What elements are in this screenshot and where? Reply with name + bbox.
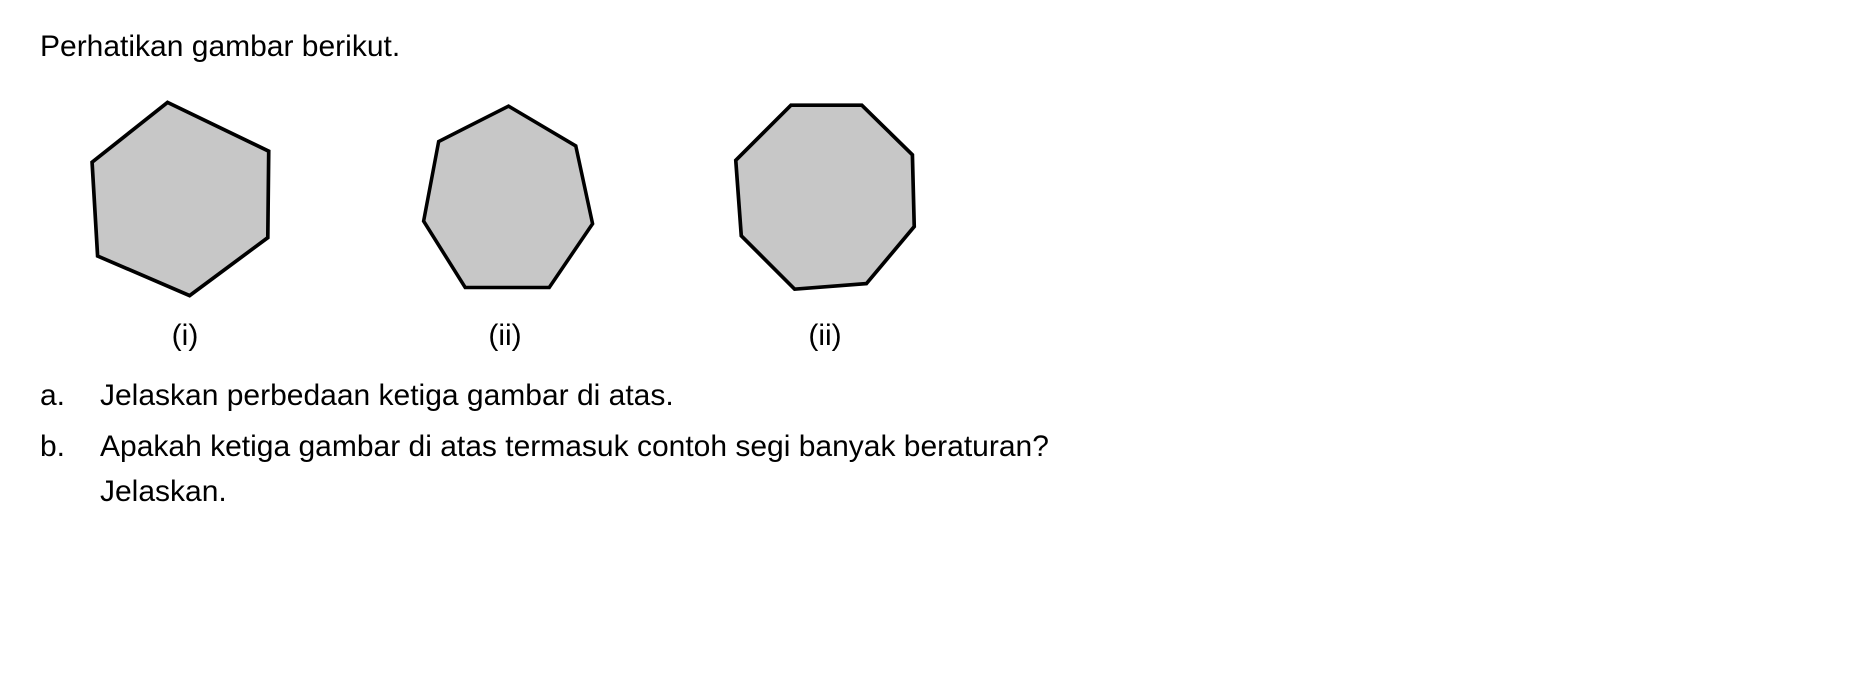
hexagon-svg	[70, 84, 300, 314]
hexagon-label: (i)	[172, 319, 199, 353]
questions: a. Jelaskan perbedaan ketiga gambar di a…	[40, 373, 1823, 514]
question-b-letter: b.	[40, 424, 100, 514]
octagon-svg	[710, 84, 940, 314]
question-a-text: Jelaskan perbedaan ketiga gambar di atas…	[100, 373, 1823, 418]
shape-hexagon: (i)	[70, 84, 300, 353]
question-b-text: Apakah ketiga gambar di atas termasuk co…	[100, 424, 1823, 514]
heptagon-polygon	[424, 106, 593, 287]
question-b-line1: Apakah ketiga gambar di atas termasuk co…	[100, 430, 1049, 463]
intro-text: Perhatikan gambar berikut.	[40, 30, 1823, 64]
heptagon-svg	[390, 84, 620, 314]
question-b: b. Apakah ketiga gambar di atas termasuk…	[40, 424, 1823, 514]
question-a-letter: a.	[40, 373, 100, 418]
octagon-label: (ii)	[808, 319, 841, 353]
shape-octagon: (ii)	[710, 84, 940, 353]
heptagon-label: (ii)	[488, 319, 521, 353]
shape-heptagon: (ii)	[390, 84, 620, 353]
question-a: a. Jelaskan perbedaan ketiga gambar di a…	[40, 373, 1823, 418]
hexagon-polygon	[92, 102, 269, 295]
octagon-polygon	[736, 105, 914, 289]
shapes-row: (i) (ii) (ii)	[70, 84, 1823, 353]
question-b-line2: Jelaskan.	[100, 475, 227, 508]
